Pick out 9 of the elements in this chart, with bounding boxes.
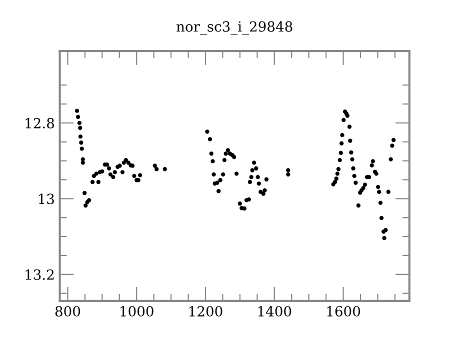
x-tick-label: 800 (55, 306, 80, 317)
y-tick-label: 13.2 (26, 269, 54, 280)
x-tick-label: 1400 (258, 306, 292, 317)
x-tick-label: 1200 (190, 306, 222, 317)
x-tick-label: 1600 (327, 306, 360, 317)
x-tick-label: 1000 (120, 306, 154, 317)
y-tick-label: 12.8 (26, 118, 54, 128)
chart-title: nor_sc3_i_29848 (176, 21, 292, 35)
y-tick-label: 13 (38, 194, 54, 204)
